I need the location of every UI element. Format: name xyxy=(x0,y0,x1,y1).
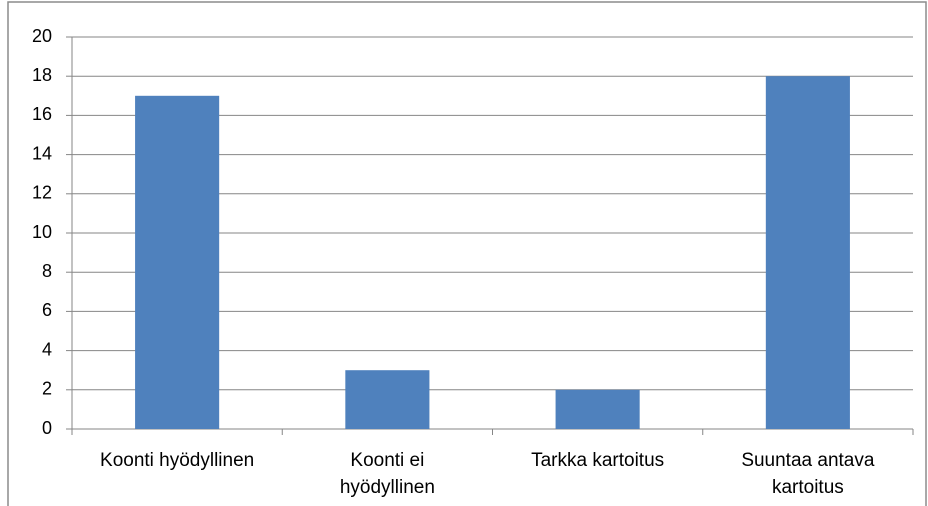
x-tick-label: Suuntaa antava kartoitus xyxy=(741,450,875,498)
frame xyxy=(7,1,927,506)
bar xyxy=(765,76,850,429)
x-tick-label: Koonti ei hyödyllinen xyxy=(339,450,435,498)
x-tick-label: Koonti hyödyllinen xyxy=(100,450,255,471)
y-tick-label: 8 xyxy=(42,261,52,281)
y-tick-label: 20 xyxy=(32,26,52,46)
bar xyxy=(135,95,220,430)
y-tick-label: 18 xyxy=(32,65,52,85)
y-tick-label: 2 xyxy=(42,379,52,399)
y-tick-label: 12 xyxy=(32,183,52,203)
y-tick-label: 10 xyxy=(32,222,52,242)
y-tick-label: 14 xyxy=(32,143,52,163)
y-tick-label: 4 xyxy=(42,339,52,359)
bar xyxy=(555,389,640,429)
y-tick-label: 6 xyxy=(42,300,52,320)
y-tick-label: 0 xyxy=(42,418,52,438)
bar xyxy=(345,370,430,429)
x-tick-label: Tarkka kartoitus xyxy=(531,450,665,471)
y-tick-label: 16 xyxy=(32,104,52,124)
